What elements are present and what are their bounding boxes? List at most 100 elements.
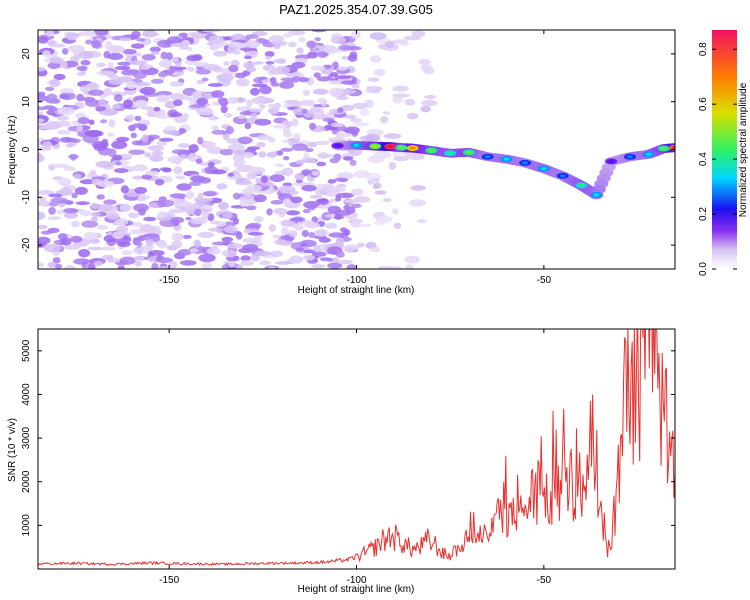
colorbar-ticks: 0.0 0.2 0.4 0.6 0.8 (698, 42, 737, 276)
heatmap-cell (223, 113, 233, 118)
heatmap-cell (177, 249, 192, 256)
heatmap-cell (176, 183, 192, 191)
heatmap-cell (227, 45, 240, 54)
colorbar-gradient (712, 30, 737, 269)
heatmap-cell (228, 260, 236, 268)
heatmap-cell (296, 47, 304, 54)
heatmap-cell (282, 32, 293, 38)
heatmap-cell (311, 170, 320, 176)
heatmap-cell (248, 108, 263, 113)
heatmap-cell (406, 112, 419, 120)
heatmap-cell (103, 87, 112, 97)
heatmap-cell (266, 103, 282, 108)
heatmap-cell (133, 203, 149, 212)
heatmap-cell (63, 208, 79, 214)
heatmap-cell (45, 86, 55, 92)
heatmap-cell (244, 122, 251, 130)
heatmap-cell (141, 32, 160, 37)
heatmap-cell (259, 85, 272, 95)
heatmap-cell (133, 71, 147, 80)
signal-core (627, 155, 633, 159)
heatmap-cell (119, 256, 136, 265)
heatmap-cell (239, 111, 254, 116)
heatmap-cell (79, 210, 92, 217)
heatmap-cell (268, 137, 276, 143)
heatmap-cell (237, 114, 246, 119)
heatmap-cell (245, 66, 257, 73)
heatmap-cell (410, 185, 427, 191)
heatmap-cell (67, 45, 85, 52)
heatmap-cell (171, 232, 184, 242)
heatmap-cell (255, 177, 262, 184)
signal-core (372, 144, 379, 148)
heatmap-cell (63, 211, 78, 219)
heatmap-cell (46, 40, 57, 45)
heatmap-cell (155, 94, 170, 103)
heatmap-cell (112, 104, 121, 109)
signal-core (540, 167, 547, 171)
heatmap-cell (125, 80, 137, 90)
heatmap-cell (369, 247, 379, 252)
heatmap-cell (203, 141, 216, 148)
heatmap-cell (195, 158, 203, 164)
heatmap-cell (96, 224, 109, 230)
heatmap-cell (374, 190, 387, 195)
heatmap-cell (340, 104, 355, 111)
heatmap-cell (125, 114, 136, 122)
heatmap-cell (179, 42, 189, 50)
heatmap-cell (334, 177, 349, 182)
heatmap-cell (189, 248, 199, 253)
heatmap-cell (141, 174, 152, 180)
heatmap-cell (38, 153, 43, 162)
heatmap-cell (336, 95, 349, 101)
heatmap-cell (83, 231, 98, 241)
heatmap-cell (128, 149, 145, 155)
y-tick-label: 5000 (21, 339, 32, 362)
heatmap-cell (411, 30, 426, 37)
y-tick-label: 20 (21, 48, 32, 60)
heatmap-cell (121, 250, 133, 256)
signal-core (503, 157, 510, 161)
heatmap-cell (267, 266, 276, 269)
heatmap-cell (264, 51, 275, 58)
heatmap-cell (79, 179, 96, 185)
heatmap-cell (59, 94, 70, 100)
heatmap-cell (38, 262, 45, 268)
signal-core (522, 161, 529, 165)
signal-core (465, 150, 472, 154)
heatmap-cell (373, 69, 386, 76)
heatmap-cell (420, 105, 431, 113)
heatmap-cell (85, 39, 93, 45)
heatmap-cell (227, 242, 243, 249)
heatmap-cell (134, 186, 147, 194)
heatmap-cell (296, 221, 303, 230)
heatmap-cell (221, 236, 234, 243)
snr-background (38, 329, 675, 569)
heatmap-cell (353, 170, 370, 179)
heatmap-cell (50, 197, 68, 204)
heatmap-cell (216, 73, 234, 82)
heatmap-cell (221, 81, 231, 86)
heatmap-cell (57, 130, 71, 135)
heatmap-cell (108, 78, 125, 85)
heatmap-cell (53, 73, 66, 81)
heatmap-cell (259, 260, 271, 266)
heatmap-cell (130, 221, 143, 227)
heatmap-cell (134, 255, 148, 261)
heatmap-cell (66, 33, 82, 38)
heatmap-cell (114, 161, 122, 166)
signal-core (428, 148, 435, 153)
heatmap-cell (298, 36, 306, 43)
heatmap-cell (148, 250, 165, 256)
heatmap-cell (70, 235, 83, 243)
heatmap-cell (306, 40, 317, 49)
heatmap-cell (317, 98, 326, 103)
heatmap-cell (213, 50, 227, 57)
heatmap-cell (301, 184, 317, 192)
heatmap-cell (256, 141, 266, 148)
heatmap-cell (277, 185, 296, 193)
heatmap-cell (206, 247, 221, 255)
heatmap-cell (392, 96, 403, 104)
heatmap-cell (329, 157, 340, 164)
